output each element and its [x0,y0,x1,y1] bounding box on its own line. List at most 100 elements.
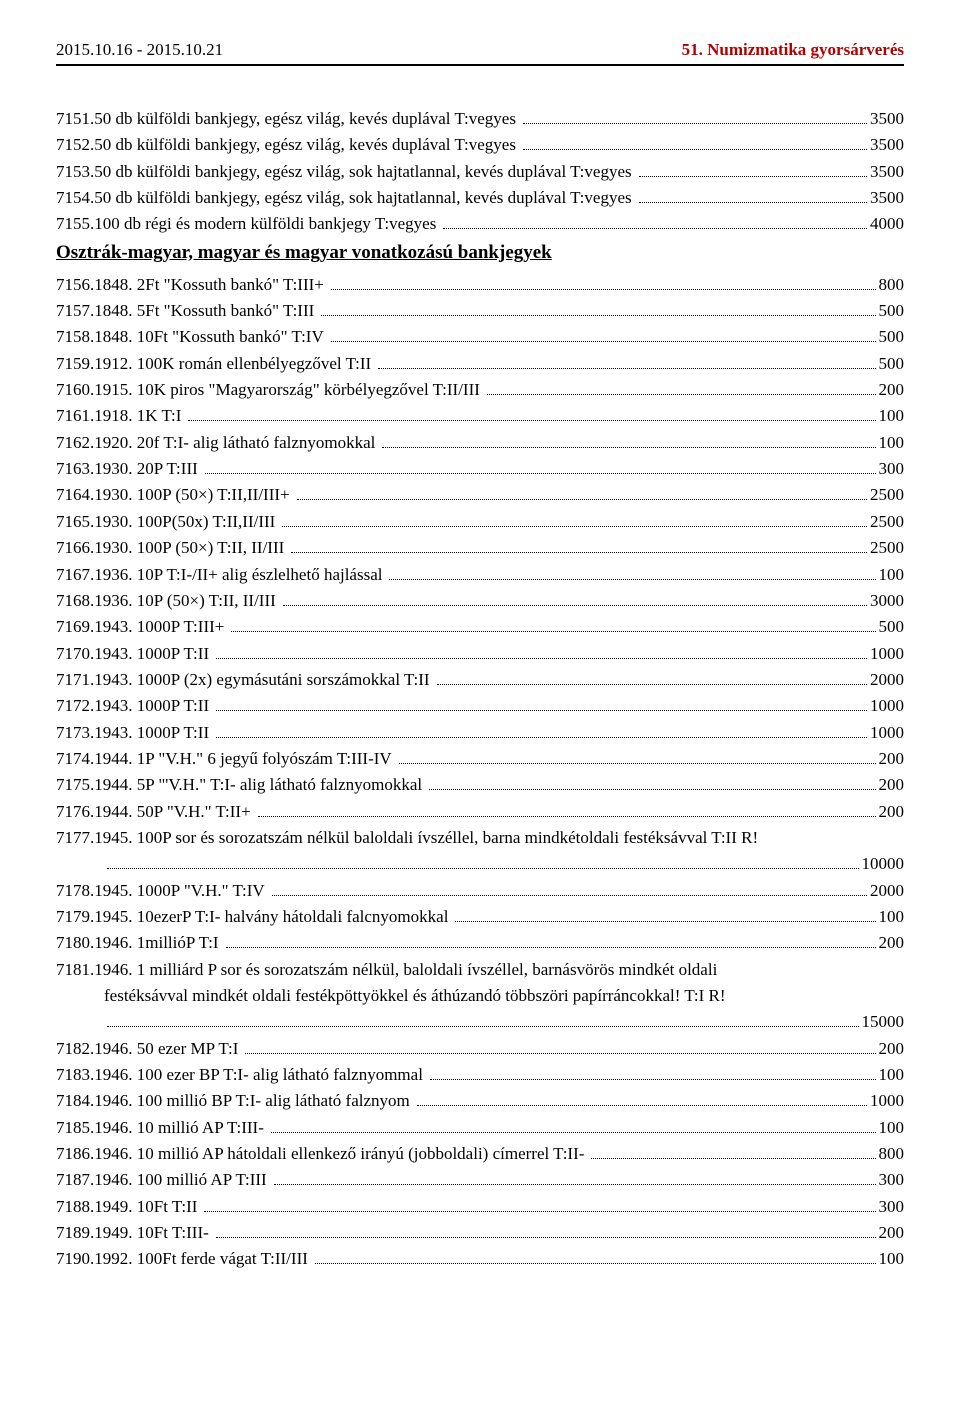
lot-row: 7167. 1936. 10P T:I-/II+ alig észlelhető… [56,562,904,588]
leader-dots [271,1118,876,1132]
lot-number: 7167. [56,562,94,588]
leader-dots [204,1197,875,1211]
lot-price: 100 [879,1115,905,1141]
lot-price: 3500 [870,106,904,132]
lot-row: 7162. 1920. 20f T:I- alig látható falzny… [56,430,904,456]
lot-number: 7179. [56,904,94,930]
lot-price: 500 [879,298,905,324]
leader-dots [455,908,875,922]
lot-description: 1949. 10Ft T:III- [94,1220,213,1246]
lot-number: 7166. [56,535,94,561]
lot-price: 200 [879,799,905,825]
lot-price: 800 [879,272,905,298]
lot-description: 1930. 100P(50x) T:II,II/III [94,509,279,535]
leader-dots [591,1145,875,1159]
lot-description: 1944. 1P "V.H." 6 jegyű folyószám T:III-… [94,746,395,772]
lot-price: 200 [879,377,905,403]
lot-price: 500 [879,351,905,377]
items-section: 7156. 1848. 2Ft "Kossuth bankó" T:III+80… [56,272,904,1273]
lot-number: 7168. [56,588,94,614]
lot-row: 7158. 1848. 10Ft "Kossuth bankó" T:IV500 [56,324,904,350]
lot-row: 7154. 50 db külföldi bankjegy, egész vil… [56,185,904,211]
lot-price: 100 [879,562,905,588]
lot-price: 1000 [870,641,904,667]
lot-number: 7190. [56,1246,94,1272]
lot-row: 7168. 1936. 10P (50×) T:II, II/III3000 [56,588,904,614]
lot-number: 7181. [56,957,94,983]
lot-row: 7180. 1946. 1millióP T:I 200 [56,930,904,956]
lot-price: 4000 [870,211,904,237]
lot-number: 7171. [56,667,94,693]
lot-description: 50 db külföldi bankjegy, egész világ, so… [94,159,635,185]
lot-price: 100 [879,403,905,429]
leader-dots [205,460,876,474]
leader-dots [216,644,867,658]
lot-price: 200 [879,930,905,956]
lot-number: 7173. [56,720,94,746]
leader-dots [226,934,876,948]
leader-dots [282,512,867,526]
leader-dots [378,354,875,368]
lot-row: 7166. 1930. 100P (50×) T:II, II/III2500 [56,535,904,561]
section-heading: Osztrák-magyar, magyar és magyar vonatko… [56,242,904,264]
leader-dots [487,381,876,395]
lot-row: 7170. 1943. 1000P T:II1000 [56,641,904,667]
lot-row: 7164. 1930. 100P (50×) T:II,II/III+2500 [56,482,904,508]
lot-price-row: 15000 [56,1009,904,1035]
lot-price: 300 [879,1167,905,1193]
lot-description: 1943. 1000P T:II [94,720,213,746]
lot-number: 7152. [56,132,94,158]
lot-price: 200 [879,746,905,772]
lot-row: 7160. 1915. 10K piros "Magyarország" kör… [56,377,904,403]
leader-dots [321,302,875,316]
leader-dots [417,1092,867,1106]
lot-number: 7182. [56,1036,94,1062]
lot-description: 1945. 100P sor és sorozatszám nélkül bal… [94,825,762,851]
lot-number: 7155. [56,211,94,237]
lot-description: 1918. 1K T:I [94,403,185,429]
lot-number: 7164. [56,482,94,508]
lot-description: 1936. 10P T:I-/II+ alig észlelhető hajlá… [94,562,386,588]
leader-dots [523,136,867,150]
leader-dots [297,486,867,500]
lot-row: 7165. 1930. 100P(50x) T:II,II/III2500 [56,509,904,535]
leader-dots [283,591,867,605]
leader-dots [523,110,867,124]
lot-number: 7180. [56,930,94,956]
lot-row: 7169. 1943. 1000P T:III+500 [56,614,904,640]
lot-number: 7170. [56,641,94,667]
lot-row: 7184. 1946. 100 millió BP T:I- alig láth… [56,1088,904,1114]
leader-dots [291,539,867,553]
lot-price: 2500 [870,482,904,508]
lot-number: 7172. [56,693,94,719]
lot-number: 7175. [56,772,94,798]
lot-number: 7184. [56,1088,94,1114]
lot-price: 1000 [870,1088,904,1114]
lot-row: 7161. 1918. 1K T:I100 [56,403,904,429]
lot-row: 7174. 1944. 1P "V.H." 6 jegyű folyószám … [56,746,904,772]
lot-price: 2000 [870,667,904,693]
lot-description: 1943. 1000P T:II [94,693,213,719]
lot-row: 7159. 1912. 100K román ellenbélyegzővel … [56,351,904,377]
lot-price: 100 [879,1246,905,1272]
leader-dots [639,162,867,176]
lot-number: 7157. [56,298,94,324]
lot-note: festéksávval mindkét oldali festékpöttyö… [56,983,904,1009]
lot-number: 7165. [56,509,94,535]
lot-description: 1944. 50P "V.H." T:II+ [94,799,254,825]
lot-row: 7163. 1930. 20P T:III300 [56,456,904,482]
lot-price: 1000 [870,720,904,746]
lot-description: 1946. 1millióP T:I [94,930,222,956]
lot-row: 7171. 1943. 1000P (2x) egymásutáni sorsz… [56,667,904,693]
leader-dots [389,565,875,579]
leader-dots [443,215,867,229]
leader-dots [272,881,867,895]
lot-description: 1992. 100Ft ferde vágat T:II/III [94,1246,312,1272]
lot-description: 1946. 100 ezer BP T:I- alig látható falz… [94,1062,427,1088]
lot-description: 50 db külföldi bankjegy, egész világ, ke… [94,132,520,158]
leader-dots [382,433,875,447]
lot-price: 2500 [870,535,904,561]
leader-dots [399,749,876,763]
leader-dots [274,1171,876,1185]
lot-row: 7156. 1848. 2Ft "Kossuth bankó" T:III+80… [56,272,904,298]
